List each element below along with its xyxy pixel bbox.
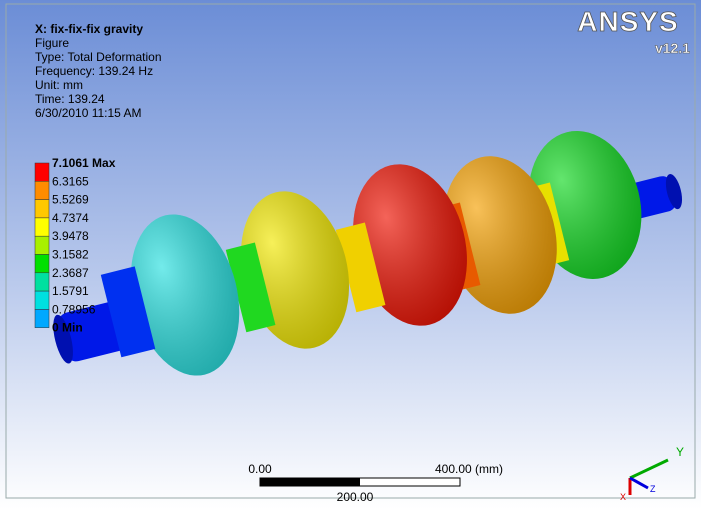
scale-middle: 200.00 bbox=[337, 490, 374, 504]
legend-swatch bbox=[35, 200, 49, 218]
legend-swatch bbox=[35, 236, 49, 254]
scale-end: 400.00 (mm) bbox=[435, 462, 503, 476]
logo-name: ANSYS bbox=[577, 6, 678, 37]
legend-swatch bbox=[35, 218, 49, 236]
scale-start: 0.00 bbox=[248, 462, 272, 476]
legend-label: 3.9478 bbox=[52, 229, 89, 243]
info-line: 6/30/2010 11:15 AM bbox=[35, 106, 142, 120]
viewport: X: fix-fix-fix gravity FigureType: Total… bbox=[0, 0, 701, 509]
legend-label: 6.3165 bbox=[52, 174, 89, 188]
title: X: fix-fix-fix gravity bbox=[35, 22, 143, 36]
legend-label: 1.5791 bbox=[52, 284, 89, 298]
legend-label: 4.7374 bbox=[52, 211, 89, 225]
legend-swatch bbox=[35, 163, 49, 181]
legend-label: 3.1582 bbox=[52, 248, 89, 262]
info-line: Time: 139.24 bbox=[35, 92, 105, 106]
legend-swatch bbox=[35, 273, 49, 291]
legend-label: 0.78956 bbox=[52, 302, 96, 316]
info-line: Type: Total Deformation bbox=[35, 50, 162, 64]
info-line: Frequency: 139.24 Hz bbox=[35, 64, 153, 78]
legend-swatch bbox=[35, 181, 49, 199]
legend-label: 0 Min bbox=[52, 321, 83, 335]
legend-swatch bbox=[35, 309, 49, 327]
legend-swatch bbox=[35, 291, 49, 309]
legend-label: 2.3687 bbox=[52, 266, 89, 280]
triad-y: Y bbox=[676, 445, 684, 459]
triad-x: X bbox=[620, 492, 626, 502]
legend-swatch bbox=[35, 255, 49, 273]
info-line: Unit: mm bbox=[35, 78, 83, 92]
legend-label: 7.1061 Max bbox=[52, 156, 116, 170]
legend-label: 5.5269 bbox=[52, 193, 89, 207]
triad-z: Z bbox=[650, 484, 656, 494]
info-line: Figure bbox=[35, 36, 69, 50]
page: X: fix-fix-fix gravity FigureType: Total… bbox=[0, 0, 701, 514]
logo-version: v12.1 bbox=[655, 40, 690, 56]
